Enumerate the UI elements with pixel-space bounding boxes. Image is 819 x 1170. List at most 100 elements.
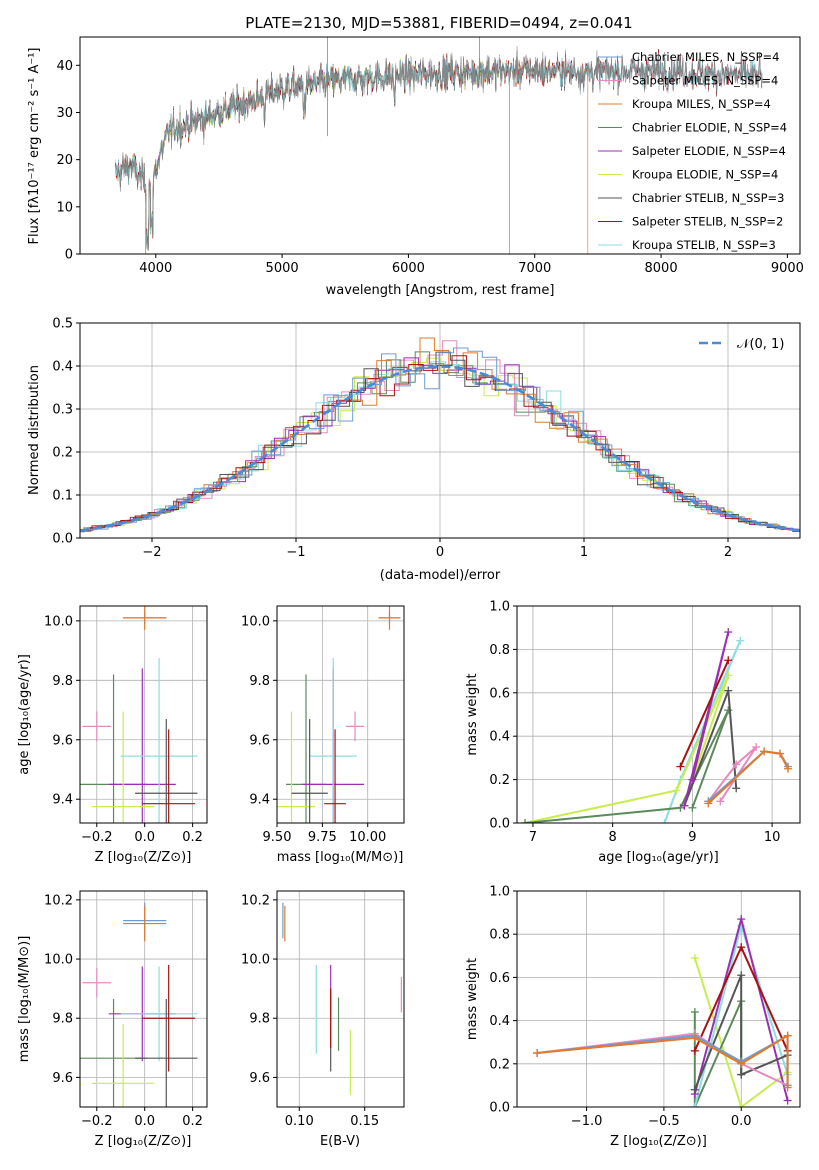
y-tick-label: 9.8 bbox=[249, 1012, 270, 1027]
y-tick-label: 0.2 bbox=[489, 773, 510, 788]
y-tick-label: 0.4 bbox=[489, 730, 510, 745]
legend-entry: Chabrier ELODIE, N_SSP=4 bbox=[632, 121, 787, 135]
x-tick-label: 0.2 bbox=[182, 830, 203, 845]
y-tick-label: 9.6 bbox=[52, 733, 73, 748]
y-tick-label: 10.0 bbox=[241, 614, 270, 629]
x-tick-label: 0.2 bbox=[182, 1114, 203, 1129]
y-tick-label: 10.0 bbox=[44, 953, 73, 968]
y-tick-label: 0.4 bbox=[52, 360, 73, 375]
axes-frame bbox=[516, 890, 801, 1108]
axes-frame bbox=[79, 890, 208, 1108]
y-tick-label: 9.4 bbox=[52, 793, 73, 808]
x-tick-label: 9.75 bbox=[308, 830, 337, 845]
y-axis-label: Flux [fλ10⁻¹⁷ erg cm⁻² s⁻¹ A⁻¹] bbox=[27, 48, 42, 245]
legend-entry: Salpeter MILES, N_SSP=4 bbox=[632, 74, 778, 88]
y-tick-label: 9.8 bbox=[249, 674, 270, 689]
y-axis-label: age [log₁₀(age/yr)] bbox=[17, 654, 32, 775]
weight-series bbox=[707, 750, 789, 805]
weight-series bbox=[693, 957, 789, 1107]
legend-entry: Salpeter STELIB, N_SSP=2 bbox=[632, 215, 783, 229]
y-tick-label: 1.0 bbox=[489, 885, 510, 900]
x-tick-label: 9000 bbox=[771, 261, 804, 276]
x-tick-label: 6000 bbox=[392, 261, 425, 276]
x-tick-label: 0.0 bbox=[134, 830, 155, 845]
mass-weight-panel: −1.0 −0.5 0.0 0.0 0.2 0.4 0.6 0.8 1.0 Z [log₁₀(Z/… bbox=[465, 885, 801, 1149]
x-tick-label: −1.0 bbox=[571, 1114, 603, 1129]
y-tick-label: 0.6 bbox=[489, 971, 510, 986]
y-tick-label: 0.3 bbox=[52, 403, 73, 418]
axes-frame bbox=[516, 605, 801, 824]
legend-entry: Chabrier MILES, N_SSP=4 bbox=[632, 50, 779, 64]
x-axis-label: wavelength [Angstrom, rest frame] bbox=[326, 283, 555, 298]
errorbar-panel: 9.50 9.75 10.00 9.4 9.6 9.8 10.0 mass [log₁₀(M/… bbox=[241, 605, 405, 865]
axes-frame bbox=[79, 322, 801, 539]
x-tick-label: 7 bbox=[529, 830, 537, 845]
y-tick-label: 0.8 bbox=[489, 643, 510, 658]
y-tick-label: 10.2 bbox=[241, 893, 270, 908]
legend-entry: Kroupa STELIB, N_SSP=3 bbox=[632, 238, 776, 252]
x-tick-label: 5000 bbox=[266, 261, 299, 276]
spectrum-lines bbox=[115, 37, 763, 254]
x-tick-label: 10 bbox=[764, 830, 781, 845]
y-tick-label: 10.0 bbox=[44, 614, 73, 629]
errorbars bbox=[282, 902, 402, 1096]
y-tick-label: 10.0 bbox=[241, 953, 270, 968]
weight-lines bbox=[520, 628, 793, 823]
weight-lines bbox=[533, 915, 792, 1107]
x-tick-label: −0.2 bbox=[81, 830, 113, 845]
y-tick-label: 20 bbox=[56, 153, 73, 168]
y-tick-label: 0.5 bbox=[52, 317, 73, 332]
weight-series bbox=[693, 974, 788, 1091]
y-axis-label: Normed distribution bbox=[27, 365, 42, 495]
x-tick-label: 1 bbox=[580, 545, 588, 560]
x-tick-label: 9.50 bbox=[263, 830, 292, 845]
legend-entry: Kroupa ELODIE, N_SSP=4 bbox=[632, 168, 778, 182]
mass-weight-panel: 7 8 9 10 0.0 0.2 0.4 0.6 0.8 1.0 age [log₁₀(age/yr… bbox=[465, 600, 801, 865]
x-axis-label: E(B-V) bbox=[320, 1134, 360, 1149]
figure-title: PLATE=2130, MJD=53881, FIBERID=0494, z=0… bbox=[245, 14, 632, 32]
x-tick-label: 2 bbox=[724, 545, 732, 560]
y-tick-label: 0.8 bbox=[489, 928, 510, 943]
y-axis-label: mass [log₁₀(M/M⊙)] bbox=[17, 936, 32, 1063]
x-tick-label: −0.2 bbox=[81, 1114, 113, 1129]
y-axis-label: mass weight bbox=[465, 673, 480, 755]
histogram-series bbox=[80, 351, 800, 532]
y-tick-label: 0.2 bbox=[52, 446, 73, 461]
x-tick-label: 0.15 bbox=[350, 1114, 379, 1129]
y-tick-label: 10 bbox=[56, 200, 73, 215]
x-tick-label: 10.00 bbox=[349, 830, 386, 845]
x-tick-label: −1 bbox=[286, 545, 305, 560]
legend-entry: Salpeter ELODIE, N_SSP=4 bbox=[632, 144, 786, 158]
x-tick-label: 0.10 bbox=[285, 1114, 314, 1129]
y-tick-label: 0.2 bbox=[489, 1057, 510, 1072]
axes-frame bbox=[79, 605, 208, 824]
errorbar-panel: 0.10 0.15 9.6 9.8 10.0 10.2 E(B-V) bbox=[241, 890, 405, 1149]
x-tick-label: 0.0 bbox=[731, 1114, 752, 1129]
axes-frame bbox=[276, 605, 405, 824]
legend-entry: Kroupa MILES, N_SSP=4 bbox=[632, 97, 771, 111]
y-tick-label: 0.0 bbox=[52, 532, 73, 547]
y-tick-label: 9.4 bbox=[249, 793, 270, 808]
histogram-series bbox=[80, 351, 800, 533]
axes-frame bbox=[276, 890, 405, 1108]
histogram-series bbox=[80, 361, 800, 531]
errorbar-panel: −0.2 0.0 0.2 9.4 9.6 9.8 10.0 Z [log₁₀(Z/Z⊙)] ag… bbox=[17, 605, 208, 865]
y-tick-label: 0.6 bbox=[489, 686, 510, 701]
spectrum-panel: 4000 5000 6000 7000 8000 9000 0 10 20 30 40 wavelen… bbox=[27, 36, 804, 298]
x-tick-label: 8 bbox=[609, 830, 617, 845]
y-tick-label: 0.4 bbox=[489, 1014, 510, 1029]
x-axis-label: (data-model)/error bbox=[380, 568, 501, 583]
x-tick-label: 0.0 bbox=[134, 1114, 155, 1129]
y-tick-label: 0.0 bbox=[489, 817, 510, 832]
y-tick-label: 1.0 bbox=[489, 600, 510, 615]
x-tick-label: 9 bbox=[688, 830, 696, 845]
legend-entry: Chabrier STELIB, N_SSP=3 bbox=[632, 191, 784, 205]
gaussian-curve bbox=[80, 365, 800, 532]
errorbars bbox=[80, 902, 198, 1107]
legend: Chabrier MILES, N_SSP=4 Salpeter MILES, N… bbox=[598, 50, 787, 252]
x-tick-label: −0.5 bbox=[648, 1114, 680, 1129]
x-axis-label: mass [log₁₀(M/M⊙)] bbox=[277, 850, 404, 865]
x-tick-label: 0 bbox=[436, 545, 444, 560]
legend-entry: 𝒩(0, 1) bbox=[737, 337, 784, 352]
